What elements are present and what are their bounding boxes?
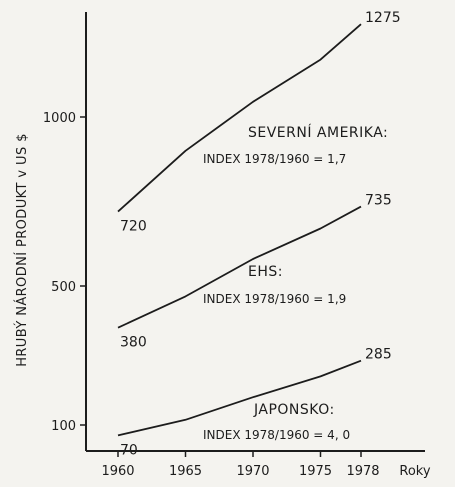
series-line [117,359,362,437]
series-end-label: 735 [365,193,392,209]
y-axis-label: HRUBÝ NÁRODNÍ PRODUKT v US $ [14,133,30,367]
chart-marks: 1960 1965 1970 1975 1978 100 500 1000 720 1275 SEV… [43,10,401,479]
series-index-annotation: INDEX 1978/1960 = 1,9 [203,292,346,306]
x-axis-label: Roky [399,464,430,479]
x-tick-label: 1970 [236,464,269,479]
x-tick-label: 1965 [169,464,202,479]
x-tick-label: 1975 [299,464,332,479]
series-start-label: 720 [120,219,147,235]
series-index-annotation: INDEX 1978/1960 = 1,7 [203,152,346,166]
y-tick-label: 100 [51,419,76,434]
y-tick-label: 500 [51,280,76,295]
series-name-label: SEVERNÍ AMERIKA: [248,124,388,141]
x-tick-label: 1978 [346,464,379,479]
series-index-annotation: INDEX 1978/1960 = 4, 0 [203,428,350,442]
series-start-label: 70 [120,442,138,458]
series-end-label: 285 [365,347,392,363]
series-line [117,23,362,213]
y-tick-label: 1000 [43,111,76,126]
series-start-label: 380 [120,335,147,351]
series-line [117,205,362,329]
series-name-label: EHS: [248,264,283,280]
x-tick-label: 1960 [101,464,134,479]
series-end-label: 1275 [365,10,401,26]
series-name-label: JAPONSKO: [253,402,335,418]
